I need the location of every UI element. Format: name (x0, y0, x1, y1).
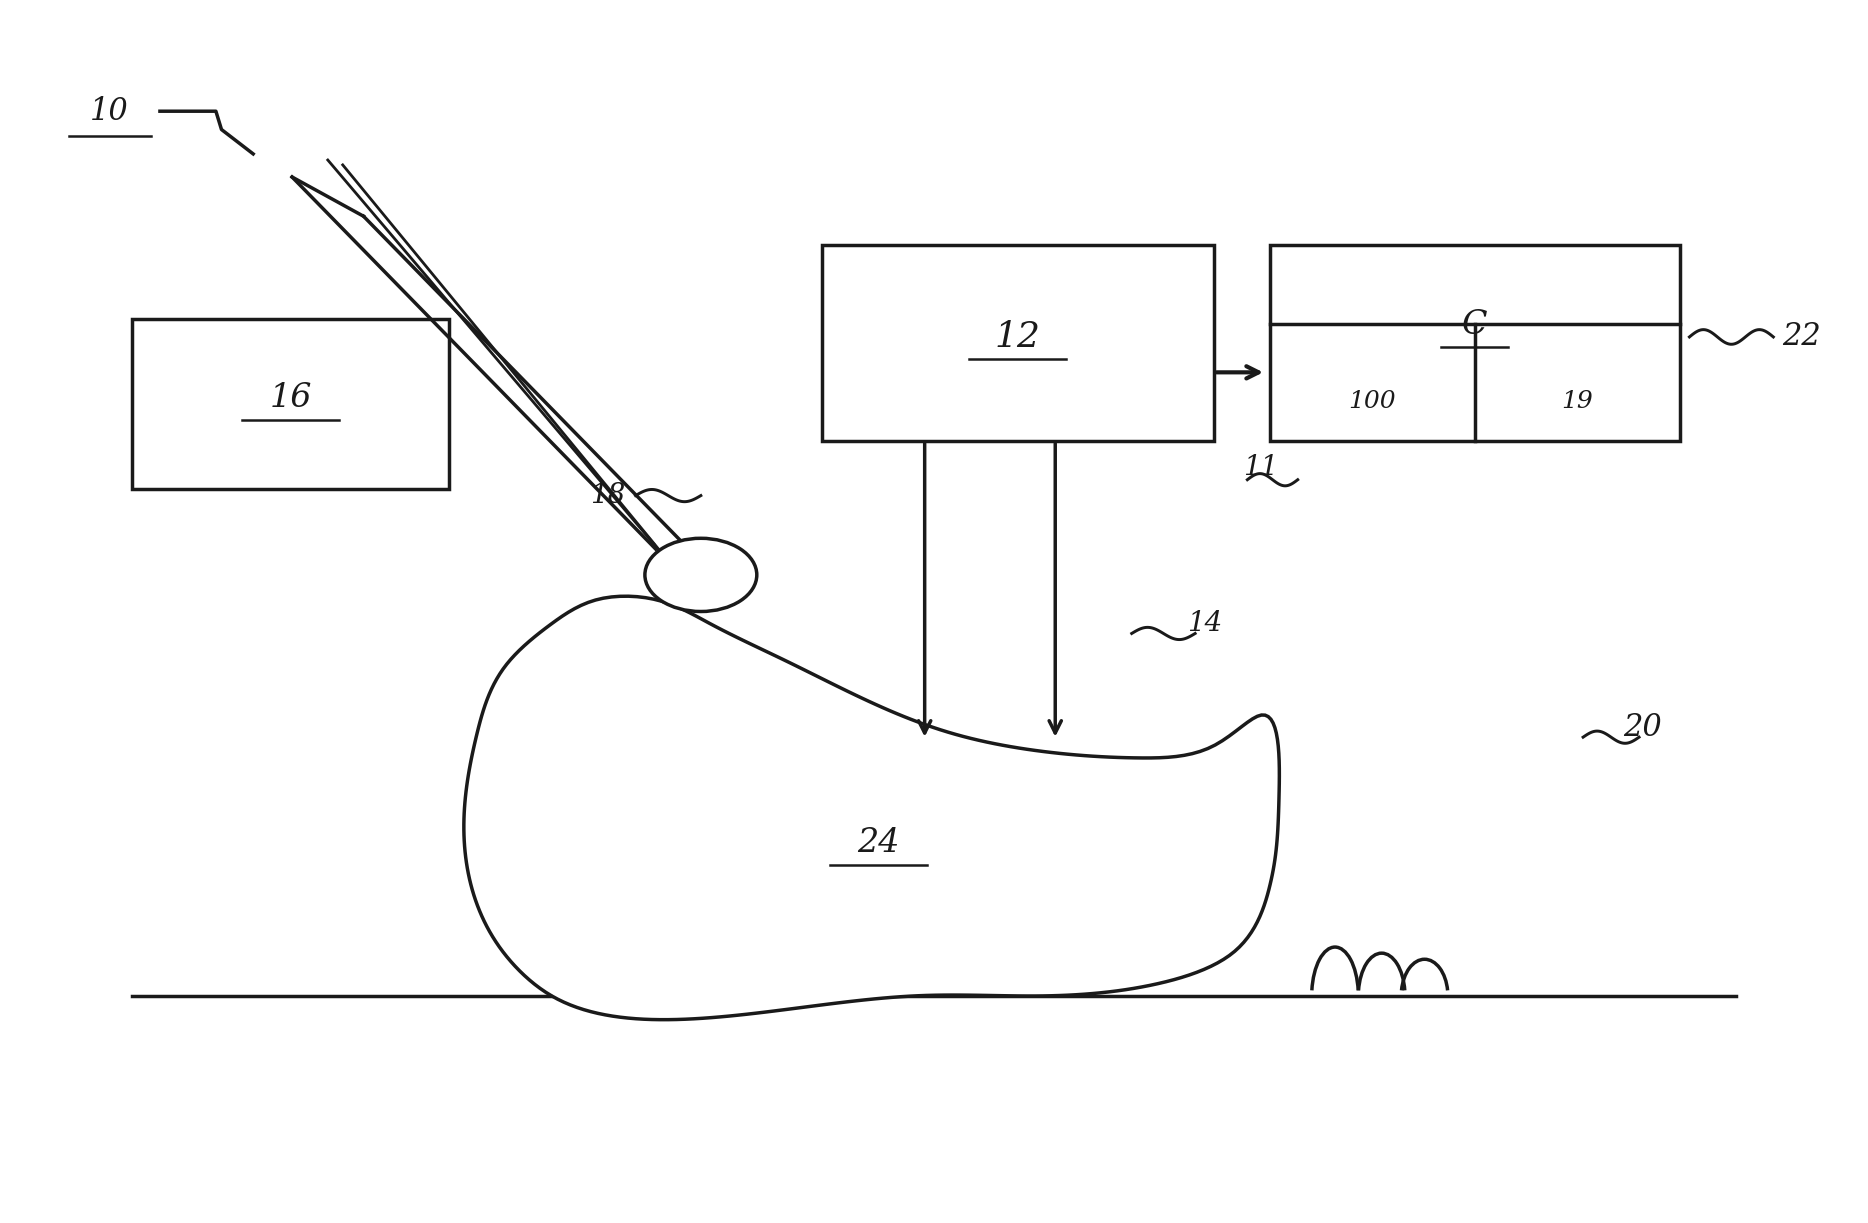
Text: 16: 16 (269, 382, 312, 413)
Text: 20: 20 (1623, 712, 1663, 742)
Text: 19: 19 (1562, 390, 1593, 413)
Text: 22: 22 (1782, 322, 1821, 352)
Bar (822, 246, 1214, 440)
Text: 18: 18 (590, 482, 626, 509)
Text: 14: 14 (1186, 610, 1222, 637)
Text: C: C (1463, 308, 1487, 341)
Text: 24: 24 (857, 827, 899, 860)
Bar (1270, 246, 1679, 440)
Polygon shape (463, 597, 1280, 1020)
Circle shape (644, 538, 757, 612)
Text: 10: 10 (90, 95, 129, 127)
Text: 11: 11 (1242, 454, 1278, 481)
Bar (133, 319, 448, 489)
Text: 100: 100 (1349, 390, 1395, 413)
Text: 12: 12 (996, 320, 1040, 353)
